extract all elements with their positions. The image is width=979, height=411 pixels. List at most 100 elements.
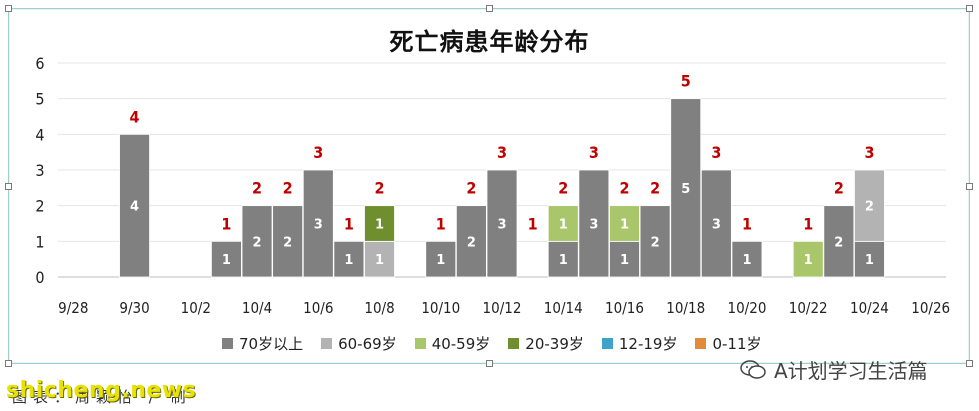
legend-swatch: [601, 337, 613, 349]
resize-handle-bottom-right[interactable]: [966, 360, 973, 367]
total-label: 3: [711, 143, 721, 162]
x-tick-label: 10/6: [303, 299, 333, 317]
x-tick-label: 10/8: [364, 299, 394, 317]
legend-item: 60-69岁: [321, 333, 397, 354]
bar-segment: [639, 205, 671, 278]
data-label: 2: [283, 235, 292, 250]
bar-segment: [425, 240, 457, 278]
total-label: 2: [558, 179, 568, 198]
bar-segment: [486, 169, 518, 278]
legend-label: 12-19岁: [618, 334, 678, 353]
bar-segment: [241, 205, 273, 278]
total-label: 1: [742, 214, 752, 233]
total-label: 2: [619, 179, 629, 198]
data-label: 1: [344, 253, 353, 268]
data-label: 3: [712, 218, 721, 233]
x-tick-label: 10/10: [421, 299, 460, 317]
resize-handle-top-left[interactable]: [5, 5, 12, 12]
legend-item: 70岁以上: [222, 333, 303, 354]
data-label: 1: [865, 253, 874, 268]
legend-label: 20-39岁: [525, 334, 584, 353]
total-label: 3: [589, 143, 599, 162]
legend-swatch: [414, 337, 426, 349]
x-tick-label: 10/20: [728, 299, 767, 317]
data-label: 1: [375, 253, 384, 268]
data-label: 3: [497, 218, 506, 233]
bar-segment: [609, 240, 640, 278]
watermark-right: A计划学习生活篇: [740, 355, 928, 384]
data-label: 1: [222, 253, 231, 268]
total-label: 2: [252, 179, 262, 198]
bar-segment: [272, 205, 304, 278]
bar-segment: [547, 205, 579, 242]
y-tick-label: 3: [35, 161, 44, 180]
resize-handle-left-mid[interactable]: [5, 183, 12, 190]
bar-segment: [364, 205, 395, 242]
y-tick-label: 2: [35, 197, 44, 216]
bar-segment: [700, 169, 732, 278]
bar-segment: [302, 169, 334, 278]
bar-segment: [333, 240, 365, 278]
bar-segment: [670, 98, 702, 278]
total-label: 2: [834, 179, 844, 198]
x-tick-label: 10/16: [605, 299, 644, 317]
data-label: 1: [559, 253, 568, 268]
resize-handle-bottom-left[interactable]: [5, 360, 12, 367]
total-label: 1: [436, 214, 446, 233]
x-tick-label: 10/14: [544, 299, 583, 317]
legend-item: 20-39岁: [508, 333, 584, 354]
watermark-right-text: A计划学习生活篇: [774, 359, 928, 383]
x-tick-label: 10/22: [789, 299, 828, 317]
bar-segment: [609, 205, 640, 242]
total-label: 1: [344, 214, 354, 233]
chart-legend: 70岁以上 60-69岁 40-59岁 20-39岁 12-19岁 0-11岁: [222, 332, 762, 354]
data-label: 1: [620, 218, 629, 233]
bar-segment: [823, 205, 855, 278]
legend-swatch: [508, 337, 520, 349]
legend-item: 40-59岁: [414, 333, 491, 354]
bar-segment: [854, 240, 885, 278]
data-label: 1: [804, 253, 813, 268]
total-label: 2: [375, 179, 385, 198]
x-tick-label: 9/28: [58, 299, 88, 317]
total-label: 2: [283, 179, 293, 198]
data-label: 3: [314, 218, 323, 233]
data-label: 3: [589, 218, 598, 233]
total-label: 5: [681, 72, 691, 91]
data-label: 2: [253, 235, 262, 250]
legend-label: 70岁以上: [239, 334, 304, 353]
data-label: 1: [436, 253, 445, 268]
data-label: 2: [834, 235, 843, 250]
data-label: 1: [742, 253, 751, 268]
bar-segment: [547, 240, 579, 278]
data-label: 2: [865, 200, 874, 215]
legend-label: 40-59岁: [431, 334, 491, 353]
legend-item: 12-19岁: [601, 333, 678, 354]
data-label: 2: [467, 235, 476, 250]
legend-swatch: [695, 337, 707, 349]
legend-swatch: [222, 337, 233, 349]
legend-item: 0-11岁: [695, 333, 762, 354]
resize-handle-bottom-mid[interactable]: [486, 360, 493, 367]
total-label: 4: [130, 107, 140, 126]
bottom-caption: 图表：周颖怡 / 制: [12, 388, 192, 406]
total-label: 2: [466, 179, 476, 198]
total-label: 1: [221, 214, 231, 233]
y-tick-label: 0: [35, 268, 44, 287]
x-tick-label: 10/18: [666, 299, 705, 317]
y-tick-label: 6: [35, 54, 44, 73]
data-label: 5: [681, 182, 690, 197]
resize-handle-top-mid[interactable]: [486, 5, 493, 12]
bar-segment: [578, 169, 610, 278]
total-label: 2: [650, 179, 660, 198]
chart-title: 死亡病患年龄分布: [389, 28, 590, 56]
resize-handle-right-mid[interactable]: [966, 183, 973, 190]
bar-segment: [119, 133, 150, 278]
total-label: 3: [313, 143, 323, 162]
legend-label: 60-69岁: [338, 334, 397, 353]
data-label: 1: [559, 218, 568, 233]
legend-swatch: [321, 337, 333, 349]
total-label: 3: [864, 143, 874, 162]
total-label: 1: [803, 214, 813, 233]
resize-handle-top-right[interactable]: [966, 5, 973, 12]
